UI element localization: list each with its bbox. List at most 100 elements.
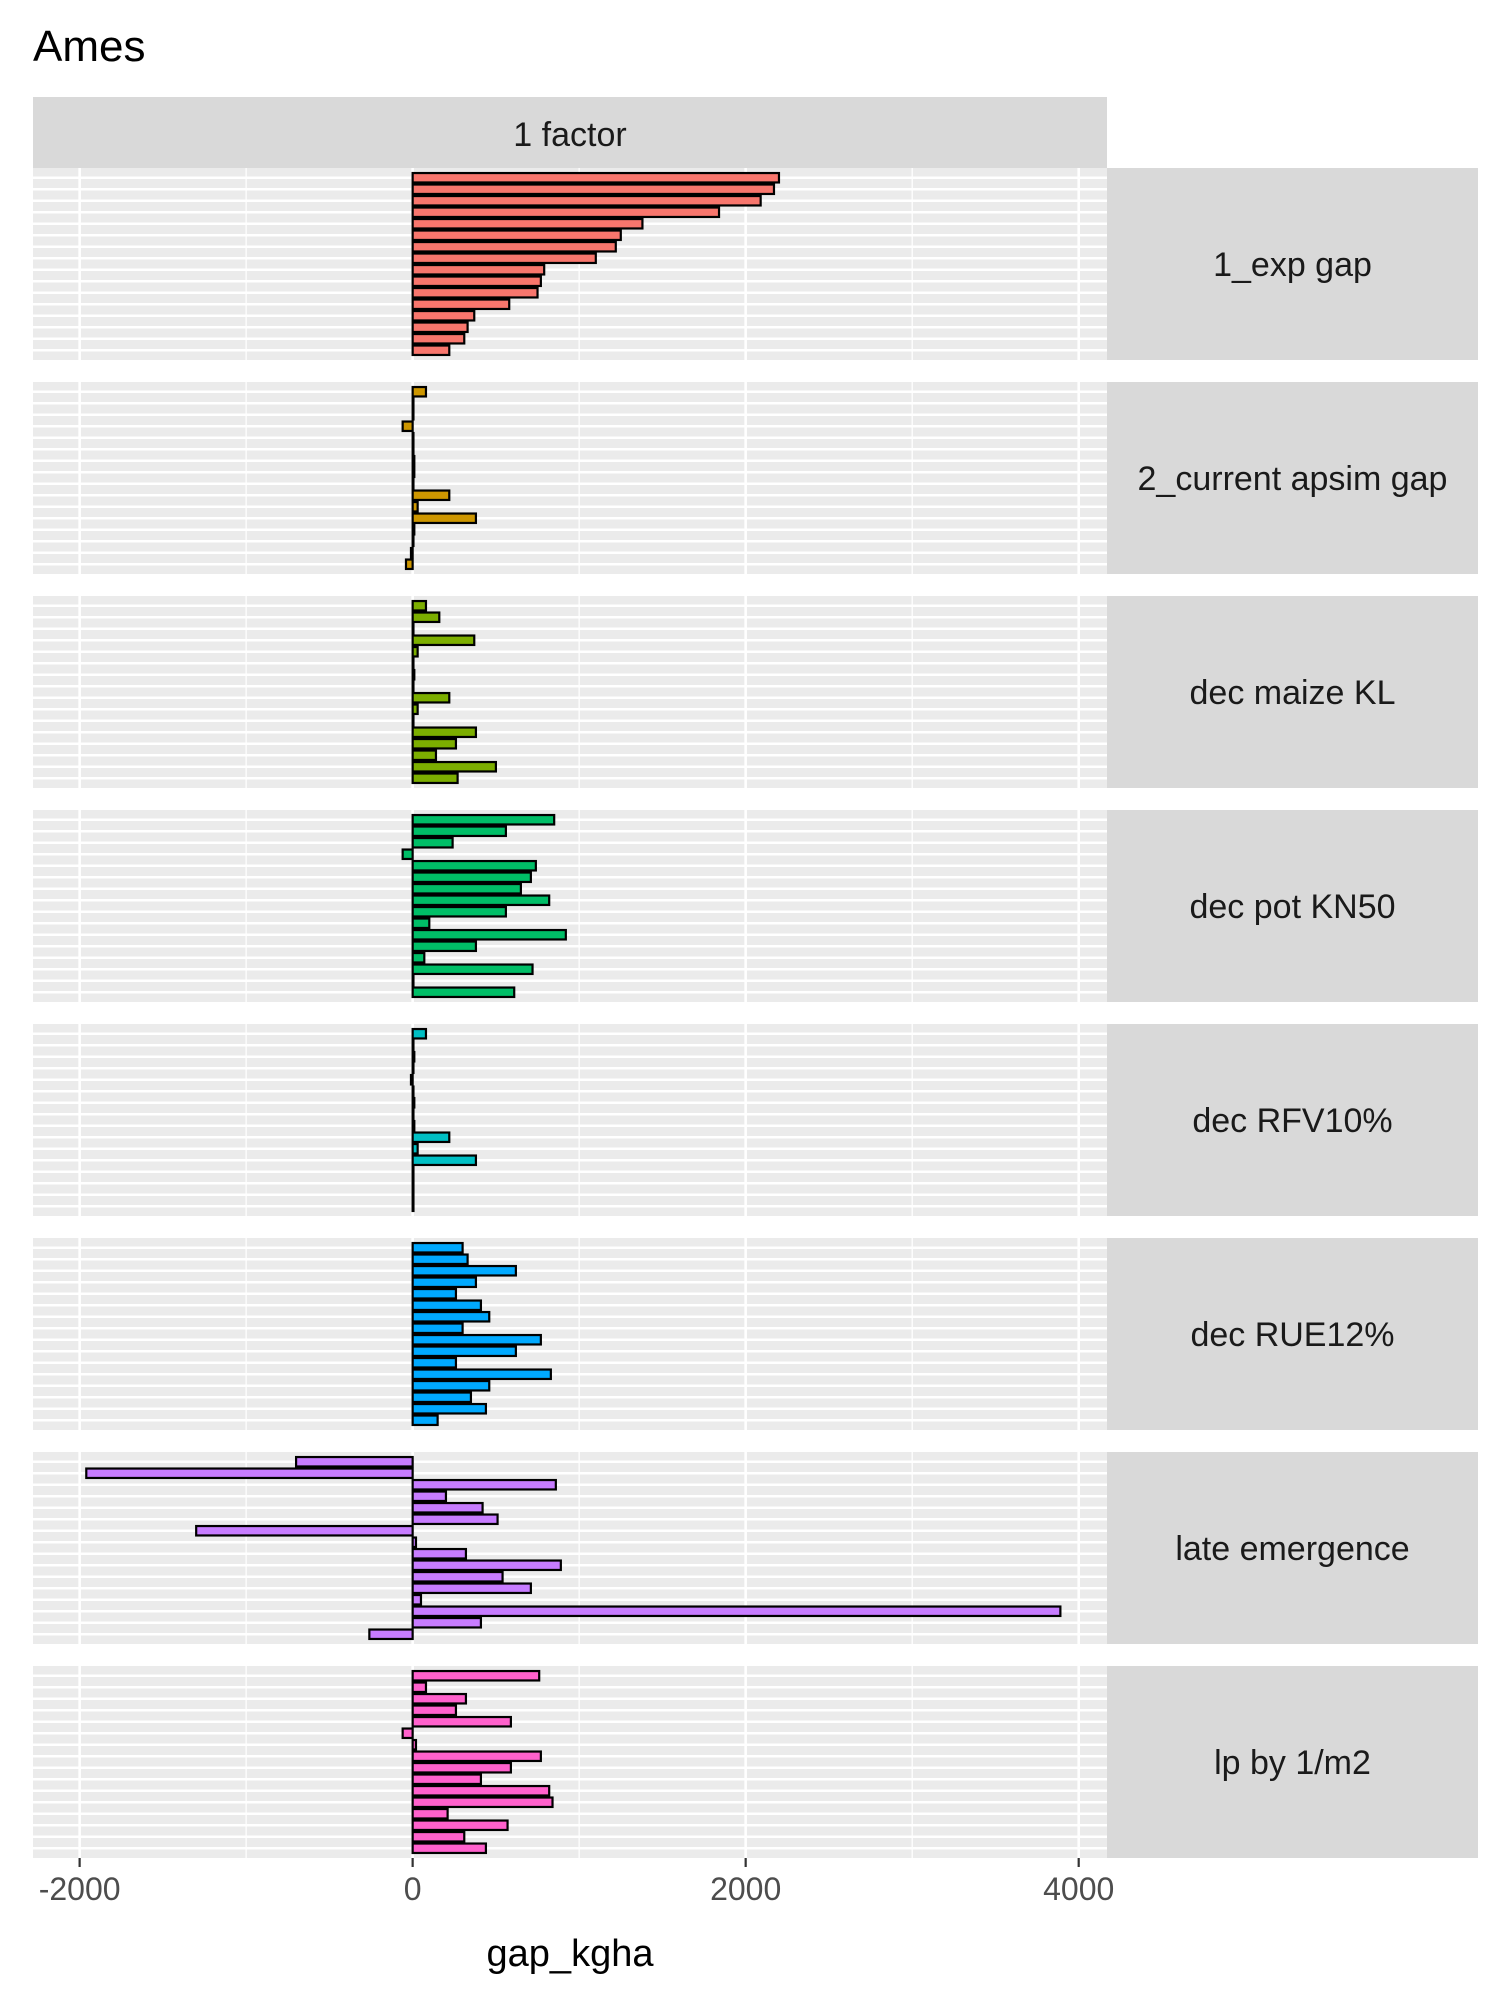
row-facet-strip — [1107, 1024, 1478, 1216]
bar — [411, 408, 415, 421]
panel-background — [33, 382, 1107, 574]
row-facet-strip — [1107, 1452, 1478, 1644]
bar — [411, 206, 721, 219]
bar — [411, 974, 415, 987]
bar — [401, 1727, 414, 1740]
bar — [411, 599, 428, 612]
x-tick-label: 0 — [404, 1871, 422, 1907]
bar — [411, 726, 478, 739]
bar — [411, 1513, 499, 1526]
bar — [411, 252, 597, 265]
bar — [411, 986, 516, 999]
bar — [411, 1830, 466, 1843]
bar — [411, 940, 478, 953]
bar — [411, 813, 556, 826]
bar — [411, 1536, 418, 1549]
bar — [411, 385, 428, 398]
row-facet-label: dec RFV10% — [1192, 1102, 1392, 1140]
bar — [411, 397, 415, 410]
bar — [411, 1096, 416, 1109]
bar — [411, 634, 476, 647]
bar — [411, 275, 542, 288]
bar — [411, 1039, 415, 1052]
x-tick-label: -2000 — [39, 1871, 121, 1907]
bar — [411, 1784, 551, 1797]
bar — [411, 1715, 512, 1728]
bar — [368, 1628, 414, 1641]
bar — [411, 1368, 552, 1381]
bar — [411, 477, 415, 490]
bar — [411, 171, 781, 184]
bar — [411, 344, 451, 357]
bar — [195, 1524, 414, 1537]
x-tick-label: 4000 — [1043, 1871, 1114, 1907]
x-axis-title: gap_kgha — [487, 1933, 655, 1975]
bar — [411, 905, 507, 918]
bar — [411, 194, 762, 207]
bar — [411, 1570, 504, 1583]
panel-background — [33, 596, 1107, 788]
bar — [411, 1402, 488, 1415]
bar — [411, 1761, 512, 1774]
bar — [411, 1085, 415, 1098]
bar — [411, 1796, 554, 1809]
bar — [411, 1131, 451, 1144]
bar — [411, 454, 416, 467]
bar — [411, 836, 454, 849]
bar — [85, 1467, 414, 1480]
bar — [411, 1142, 419, 1155]
row-facet-strip — [1107, 168, 1478, 360]
row-facet-strip — [1107, 1238, 1478, 1430]
bar — [411, 431, 415, 444]
bar — [411, 691, 451, 704]
bar — [411, 963, 534, 976]
bar — [411, 1264, 517, 1277]
bar — [411, 1062, 415, 1075]
bar — [411, 1322, 464, 1335]
row-facet-strip — [1107, 596, 1478, 788]
panel-background — [33, 1024, 1107, 1216]
column-facet-strip: 1 factor — [33, 97, 1107, 168]
bar — [411, 894, 551, 907]
bar — [411, 1165, 415, 1178]
bar — [411, 1188, 415, 1201]
bar — [411, 240, 617, 253]
row-facet-label: dec maize KL — [1190, 674, 1396, 712]
bar — [411, 917, 431, 930]
bar — [411, 1692, 468, 1705]
bar — [411, 1200, 415, 1213]
bar — [411, 1310, 491, 1323]
bar — [411, 1773, 483, 1786]
bar — [411, 714, 415, 727]
bar — [411, 1616, 483, 1629]
bar — [411, 500, 419, 513]
bar — [409, 546, 414, 559]
bar — [411, 1391, 473, 1404]
bar — [411, 523, 416, 536]
bar — [411, 1379, 491, 1392]
bar — [411, 1605, 1062, 1618]
bar — [411, 286, 539, 299]
bar — [411, 1807, 449, 1820]
bar — [411, 332, 466, 345]
bar — [411, 489, 451, 502]
bar — [411, 1704, 458, 1717]
row-facet-strip — [1107, 382, 1478, 574]
row-facet-label: 1_exp gap — [1213, 246, 1372, 284]
bar — [411, 217, 644, 230]
bar — [411, 298, 511, 311]
bar — [411, 1287, 458, 1300]
bar — [411, 1119, 416, 1132]
bar — [411, 680, 415, 693]
bar — [411, 1559, 562, 1572]
x-axis: -2000 0 2000 4000 — [39, 1858, 1114, 1907]
bar — [411, 1842, 488, 1855]
row-facet-label: lp by 1/m2 — [1214, 1744, 1371, 1782]
bar — [411, 611, 441, 624]
bar — [411, 1681, 428, 1694]
bar — [411, 1478, 557, 1491]
facet-panel: 1_exp gap — [33, 168, 1478, 360]
bar — [411, 772, 459, 785]
